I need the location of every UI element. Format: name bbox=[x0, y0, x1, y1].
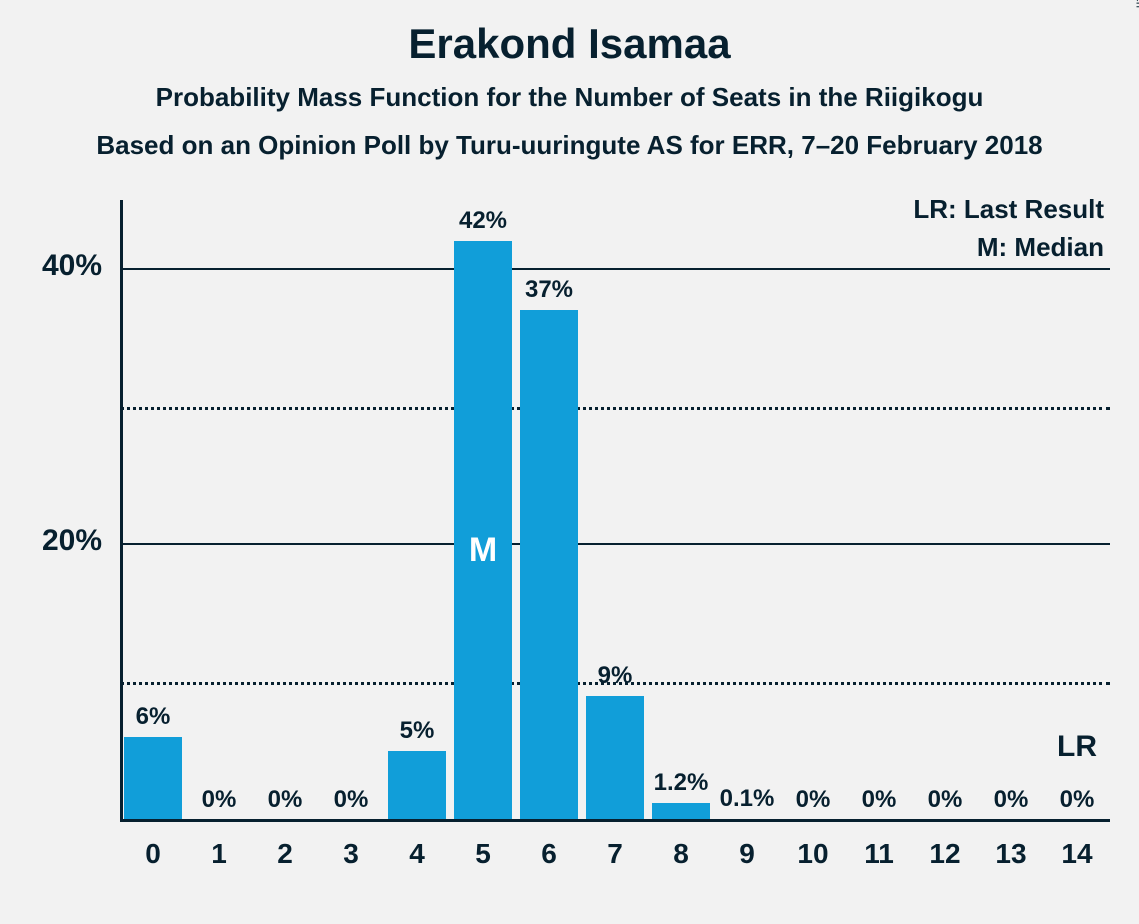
bar-value-label: 9% bbox=[570, 662, 660, 690]
bar-value-label: 0% bbox=[1032, 786, 1122, 814]
x-tick-label: 1 bbox=[184, 838, 254, 870]
x-tick-label: 5 bbox=[448, 838, 518, 870]
bar bbox=[586, 696, 644, 820]
bar bbox=[388, 751, 446, 820]
legend-lr: LR: Last Result bbox=[913, 194, 1104, 225]
copyright-text: © 2018 Filip van Laenen bbox=[1133, 0, 1139, 8]
y-axis bbox=[120, 200, 123, 820]
x-tick-label: 11 bbox=[844, 838, 914, 870]
legend-median: M: Median bbox=[977, 232, 1104, 263]
x-tick-label: 4 bbox=[382, 838, 452, 870]
x-tick-label: 8 bbox=[646, 838, 716, 870]
y-tick-label: 20% bbox=[0, 524, 102, 558]
x-tick-label: 10 bbox=[778, 838, 848, 870]
x-tick-label: 2 bbox=[250, 838, 320, 870]
bar bbox=[520, 310, 578, 820]
x-tick-label: 9 bbox=[712, 838, 782, 870]
x-tick-label: 14 bbox=[1042, 838, 1112, 870]
x-axis bbox=[120, 819, 1110, 822]
x-tick-label: 12 bbox=[910, 838, 980, 870]
chart-canvas: Erakond Isamaa Probability Mass Function … bbox=[0, 0, 1139, 924]
bar-value-label: 42% bbox=[438, 207, 528, 235]
chart-subtitle-1: Probability Mass Function for the Number… bbox=[0, 82, 1139, 113]
y-tick-label: 40% bbox=[0, 249, 102, 283]
x-tick-label: 6 bbox=[514, 838, 584, 870]
chart-subtitle-2: Based on an Opinion Poll by Turu-uuringu… bbox=[0, 130, 1139, 161]
x-tick-label: 0 bbox=[118, 838, 188, 870]
lr-marker: LR bbox=[1037, 730, 1117, 764]
bar-value-label: 37% bbox=[504, 276, 594, 304]
gridline-minor bbox=[120, 407, 1110, 410]
x-tick-label: 3 bbox=[316, 838, 386, 870]
gridline-major bbox=[120, 268, 1110, 270]
bar-value-label: 0% bbox=[306, 786, 396, 814]
x-tick-label: 7 bbox=[580, 838, 650, 870]
bar-value-label: 5% bbox=[372, 717, 462, 745]
median-marker: M bbox=[453, 531, 513, 570]
x-tick-label: 13 bbox=[976, 838, 1046, 870]
chart-title: Erakond Isamaa bbox=[0, 20, 1139, 68]
gridline-major bbox=[120, 543, 1110, 545]
